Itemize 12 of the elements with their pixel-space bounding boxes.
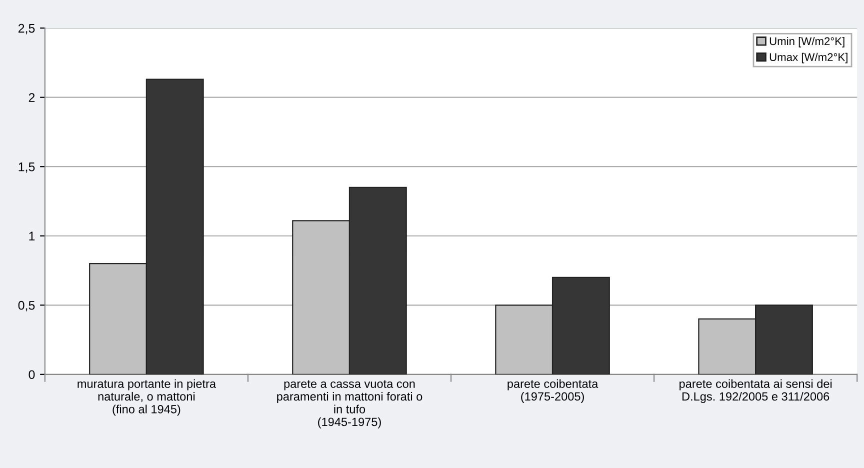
y-tick-label: 0	[28, 370, 35, 380]
y-tick-label: 2,5	[18, 24, 35, 34]
x-tick-label: parete a cassa vuota con paramenti in mattoni forati o in tufo (1945-1975)	[277, 380, 422, 428]
y-tick-label: 2	[28, 93, 35, 102]
y-tick-label: 1	[29, 232, 35, 240]
x-tick-label: parete coibentata ai sensi dei D.Lgs. 192/2005 e 311/2006	[680, 379, 832, 403]
legend-label: Umax [W/m2°K]	[770, 52, 848, 64]
y-tick-label: 0,5	[18, 300, 35, 312]
x-tick-label: muratura portante in pietra naturale, o mattoni (fino al 1945)	[78, 379, 216, 416]
y-tick-label: 1,5	[18, 162, 35, 173]
legend-label: Umin [W/m2°K]	[770, 36, 844, 48]
x-tick-label: parete coibentata (1975-2005)	[508, 379, 598, 403]
